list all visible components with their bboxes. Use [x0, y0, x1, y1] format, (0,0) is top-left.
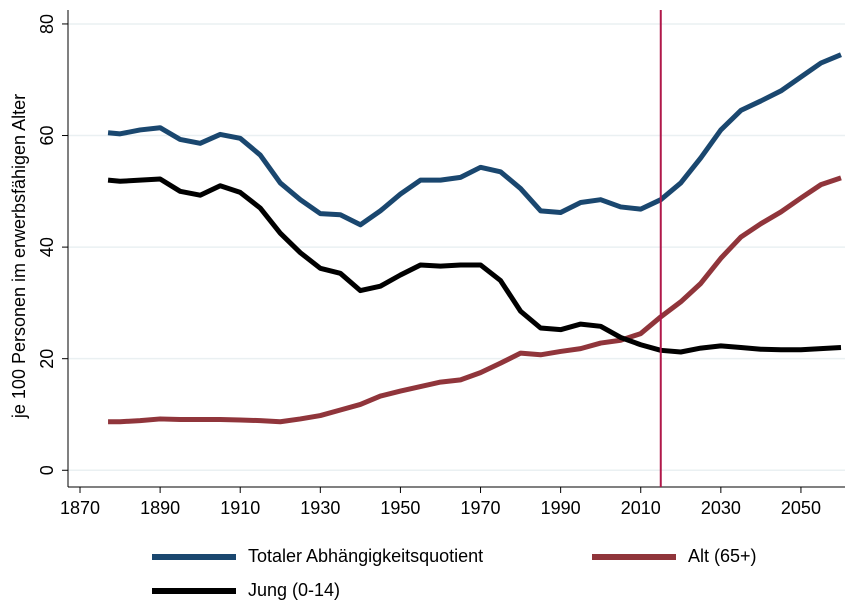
legend-label: Alt (65+)	[688, 546, 757, 566]
y-tick-label: 60	[37, 126, 57, 146]
y-tick-label: 40	[37, 237, 57, 257]
series-line	[107, 176, 842, 355]
y-tick-label: 80	[37, 14, 57, 34]
y-tick-label: 0	[37, 465, 57, 475]
x-tick-label: 2050	[781, 498, 821, 518]
y-tick-label: 20	[37, 349, 57, 369]
series-line	[108, 175, 842, 425]
legend-label: Totaler Abhängigkeitsquotient	[248, 546, 483, 566]
series-line	[107, 52, 842, 228]
x-tick-label: 1990	[541, 498, 581, 518]
x-tick-label: 1970	[461, 498, 501, 518]
legend-label: Jung (0-14)	[248, 580, 340, 600]
x-tick-label: 1950	[380, 498, 420, 518]
x-tick-label: 2010	[621, 498, 661, 518]
x-tick-label: 1870	[60, 498, 100, 518]
x-tick-label: 1910	[220, 498, 260, 518]
x-tick-label: 1890	[140, 498, 180, 518]
x-tick-label: 2030	[701, 498, 741, 518]
y-axis-title: je 100 Personen im erwerbsfähigen Alter	[9, 94, 29, 419]
x-tick-label: 1930	[300, 498, 340, 518]
